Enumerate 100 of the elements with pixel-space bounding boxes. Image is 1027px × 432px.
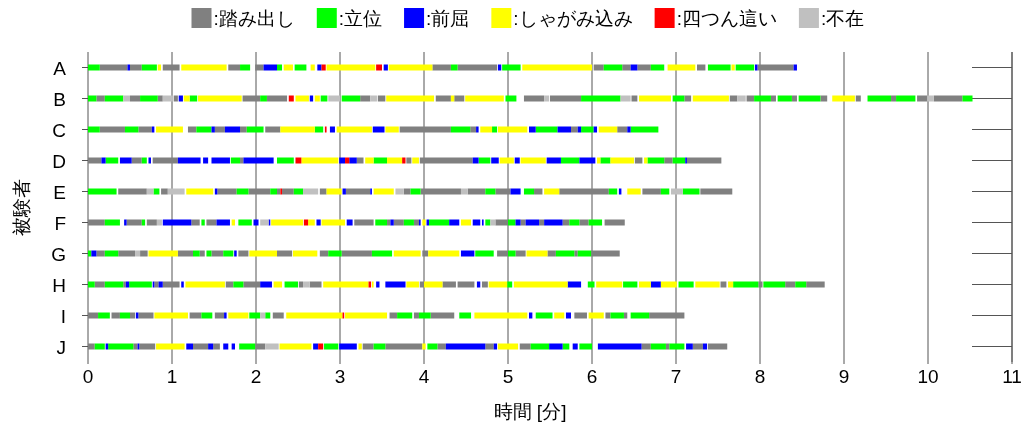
bar — [539, 219, 545, 226]
bar — [370, 95, 377, 102]
bar — [130, 64, 142, 71]
bar — [605, 312, 611, 319]
bar — [581, 126, 594, 133]
bar — [234, 250, 237, 257]
bar — [225, 281, 234, 288]
bar — [465, 95, 504, 102]
bar — [104, 250, 119, 257]
bar — [260, 95, 267, 102]
bar — [270, 188, 277, 195]
bar — [686, 343, 693, 350]
bar — [562, 219, 570, 226]
bar — [529, 126, 536, 133]
bar — [650, 343, 666, 350]
bar — [283, 64, 293, 71]
bar — [692, 95, 729, 102]
bar — [228, 64, 241, 71]
bar — [255, 64, 264, 71]
bar — [660, 188, 670, 195]
bar — [650, 281, 661, 288]
bar — [303, 281, 310, 288]
bar — [403, 188, 411, 195]
bar — [376, 64, 382, 71]
bar — [193, 343, 209, 350]
bar — [497, 126, 528, 133]
bar — [282, 188, 294, 195]
bar — [242, 95, 261, 102]
bar — [216, 219, 230, 226]
bar — [526, 250, 548, 257]
bar — [495, 219, 508, 226]
bar — [284, 281, 298, 288]
bar — [867, 95, 892, 102]
bar — [630, 64, 638, 71]
bar — [560, 157, 580, 164]
bar — [430, 312, 455, 319]
bar — [449, 219, 460, 226]
bar — [678, 281, 694, 288]
bar — [485, 343, 494, 350]
bar — [324, 343, 339, 350]
bar — [157, 95, 163, 102]
bar — [255, 343, 266, 350]
bar — [427, 343, 438, 350]
bar — [272, 312, 284, 319]
bar — [695, 281, 720, 288]
bar — [488, 281, 508, 288]
bar — [345, 312, 388, 319]
bar — [336, 126, 372, 133]
bar — [419, 157, 473, 164]
bar — [156, 219, 162, 226]
bar — [702, 343, 708, 350]
bar — [191, 219, 200, 226]
bar — [303, 219, 309, 226]
bar — [622, 64, 631, 71]
bar — [422, 219, 426, 226]
bar — [523, 188, 535, 195]
bar — [388, 64, 433, 71]
bar — [213, 343, 220, 350]
bar — [162, 95, 173, 102]
bar — [277, 64, 283, 71]
bar — [588, 312, 604, 319]
bar — [579, 343, 592, 350]
bar — [664, 157, 673, 164]
bar — [569, 219, 580, 226]
bar — [152, 157, 178, 164]
bar — [277, 250, 293, 257]
bar — [485, 188, 496, 195]
bar — [201, 219, 205, 226]
bar — [230, 157, 241, 164]
bar — [758, 281, 763, 288]
bar — [211, 126, 215, 133]
bar — [319, 250, 329, 257]
bar — [429, 219, 450, 226]
bar — [96, 250, 105, 257]
bar — [146, 219, 157, 226]
bar — [896, 95, 916, 102]
bar — [375, 219, 388, 226]
bar — [460, 250, 475, 257]
bar — [362, 343, 374, 350]
bar — [206, 250, 212, 257]
bar — [735, 64, 755, 71]
x-axis-title: 時間 [分] — [493, 401, 567, 422]
bar — [189, 95, 198, 102]
bar — [593, 126, 598, 133]
bar — [156, 126, 183, 133]
bar — [373, 157, 388, 164]
bar — [173, 95, 178, 102]
bar — [118, 188, 147, 195]
bar — [499, 157, 514, 164]
bar — [279, 343, 312, 350]
bar — [373, 188, 394, 195]
bar — [933, 95, 963, 102]
bar — [581, 95, 621, 102]
bar — [295, 95, 309, 102]
bar — [737, 95, 746, 102]
bar — [211, 250, 224, 257]
x-tick-label: 7 — [670, 366, 682, 387]
bar — [310, 64, 315, 71]
bar — [198, 95, 242, 102]
bar — [328, 250, 342, 257]
